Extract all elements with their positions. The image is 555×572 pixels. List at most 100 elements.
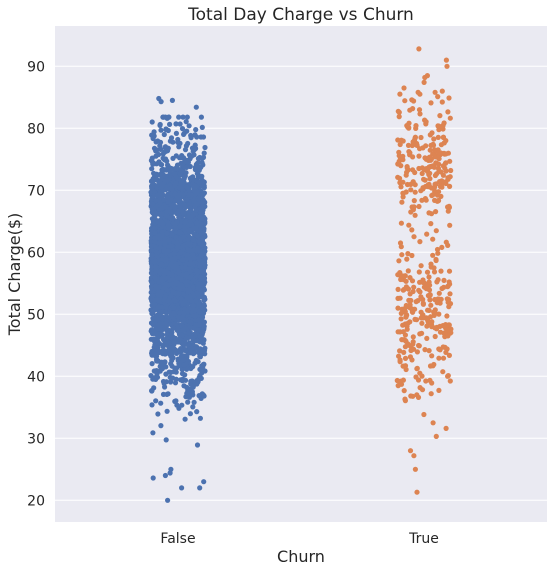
point-false	[149, 252, 155, 258]
point-true	[417, 370, 423, 376]
point-true	[433, 433, 439, 439]
point-false	[192, 183, 198, 189]
point-true	[398, 184, 404, 190]
point-false	[163, 248, 170, 255]
point-false	[165, 497, 171, 503]
point-false	[196, 256, 202, 262]
point-false	[166, 347, 172, 353]
point-true	[441, 140, 447, 146]
point-true	[436, 355, 442, 361]
point-true	[406, 124, 412, 131]
point-false	[199, 216, 205, 222]
point-false	[182, 416, 188, 422]
point-false	[158, 99, 164, 105]
point-false	[191, 325, 197, 331]
point-true	[441, 120, 447, 126]
point-true	[427, 170, 433, 176]
y-tick-label-30: 30	[27, 431, 45, 447]
point-false	[200, 178, 206, 185]
point-false	[191, 177, 197, 183]
point-true	[435, 134, 441, 140]
point-false	[198, 268, 204, 274]
point-false	[164, 230, 170, 237]
point-true	[434, 198, 440, 204]
point-false	[183, 119, 189, 125]
point-true	[418, 263, 424, 269]
point-true	[442, 344, 448, 350]
point-true	[416, 269, 422, 275]
point-true	[412, 182, 418, 188]
point-true	[444, 63, 450, 69]
point-true	[396, 114, 402, 120]
point-false	[159, 316, 165, 322]
point-false	[185, 358, 192, 365]
point-false	[152, 230, 158, 236]
point-false	[154, 147, 160, 153]
point-false	[197, 154, 203, 161]
point-false	[169, 363, 175, 369]
point-false	[182, 306, 188, 312]
point-false	[163, 437, 169, 443]
point-true	[435, 250, 441, 256]
point-true	[404, 256, 410, 262]
point-true	[411, 198, 417, 204]
point-false	[197, 321, 203, 328]
point-false	[196, 239, 202, 245]
point-true	[402, 98, 408, 104]
point-true	[428, 261, 434, 267]
point-true	[424, 323, 430, 329]
point-true	[427, 297, 433, 303]
data-points	[148, 46, 454, 503]
point-true	[430, 236, 436, 242]
y-tick-label-50: 50	[27, 307, 45, 323]
chart-title: Total Day Charge vs Churn	[187, 5, 414, 25]
point-false	[157, 240, 163, 246]
point-false	[176, 196, 182, 202]
point-true	[405, 142, 412, 148]
point-false	[198, 375, 204, 381]
point-true	[443, 57, 449, 63]
point-false	[160, 167, 166, 173]
point-true	[447, 378, 453, 384]
point-false	[148, 283, 155, 289]
point-false	[153, 183, 159, 189]
point-true	[415, 377, 422, 383]
point-false	[167, 121, 173, 127]
point-false	[169, 186, 175, 192]
point-false	[149, 243, 155, 249]
point-false	[184, 366, 190, 372]
point-true	[419, 320, 425, 326]
point-true	[397, 295, 403, 301]
point-true	[417, 239, 423, 245]
point-true	[402, 309, 408, 315]
point-false	[184, 278, 190, 285]
point-false	[178, 314, 185, 321]
point-true	[446, 296, 452, 303]
point-true	[411, 284, 417, 290]
point-false	[191, 187, 197, 193]
point-false	[155, 304, 161, 310]
point-true	[397, 91, 403, 97]
point-false	[150, 315, 156, 321]
point-false	[171, 305, 177, 311]
point-true	[445, 208, 451, 214]
point-true	[402, 398, 408, 404]
point-false	[171, 251, 177, 257]
point-false	[199, 315, 205, 321]
point-true	[436, 161, 442, 167]
point-false	[164, 166, 171, 172]
point-false	[159, 162, 165, 168]
point-true	[413, 125, 419, 131]
point-false	[155, 358, 161, 364]
point-false	[157, 143, 163, 149]
point-true	[445, 326, 451, 333]
point-false	[159, 366, 165, 372]
point-false	[180, 272, 186, 278]
point-false	[151, 259, 157, 265]
point-false	[191, 247, 197, 253]
point-false	[165, 162, 171, 168]
point-true	[439, 285, 445, 292]
point-false	[185, 140, 191, 147]
point-true	[412, 466, 418, 472]
point-true	[439, 244, 445, 250]
